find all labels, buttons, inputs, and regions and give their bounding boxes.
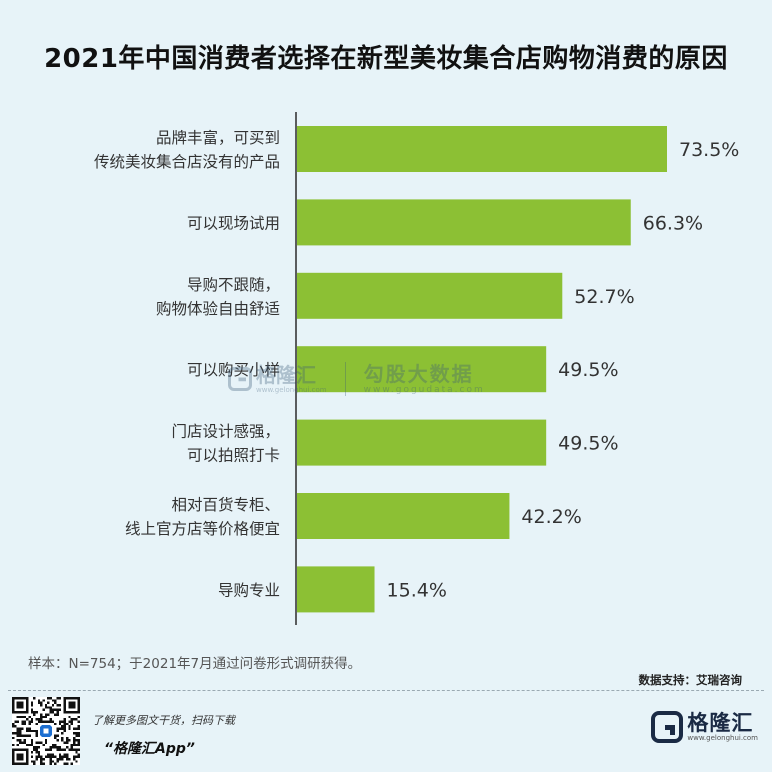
bar-2 [297,272,563,319]
footer-divider [8,690,764,691]
footer-download-text: 了解更多图文干货，扫码下载 [92,714,235,727]
value-label-2: 52.7% [574,286,634,308]
chart-title: 2021年中国消费者选择在新型美妆集合店购物消费的原因 [44,44,728,74]
category-label-4-1: 可以拍照打卡 [187,447,280,465]
category-label-0-1: 传统美妆集合店没有的产品 [94,153,280,171]
value-label-1: 66.3% [643,212,703,234]
value-label-3: 49.5% [558,359,618,381]
bar-3 [297,346,547,393]
category-label-6-0: 导购专业 [218,581,280,599]
data-source: 数据支持：艾瑞咨询 [638,673,743,687]
sample-note: 样本：N=754；于2021年7月通过问卷形式调研获得。 [28,656,362,672]
category-label-1-0: 可以现场试用 [187,214,280,232]
bar-6 [297,566,375,613]
qr-code-icon[interactable] [12,697,80,765]
gelonghui-logo-icon [651,711,684,743]
category-label-3-0: 可以购买小样 [187,361,280,379]
brand-name: 格隆汇 [687,710,754,735]
value-label-4: 49.5% [558,433,618,455]
value-label-5: 42.2% [521,506,581,528]
category-label-2-1: 购物体验自由舒适 [156,300,280,318]
bar-4 [297,419,547,466]
brand-logo: 格隆汇 www.gelonghui.com [651,711,758,743]
category-label-5-1: 线上官方店等价格便宜 [125,520,280,538]
category-label-5-0: 相对百货专柜、 [171,496,280,514]
value-label-0: 73.5% [679,139,739,161]
category-label-0-0: 品牌丰富，可买到 [156,129,280,147]
bar-5 [297,493,510,539]
bar-0 [297,126,667,172]
category-label-4-0: 门店设计感强， [171,423,280,441]
brand-site: www.gelonghui.com [687,733,758,742]
value-label-6: 15.4% [387,579,447,601]
category-label-2-0: 导购不跟随， [187,276,280,294]
footer-app-name: “格隆汇App” [104,741,195,757]
bar-1 [297,199,631,246]
